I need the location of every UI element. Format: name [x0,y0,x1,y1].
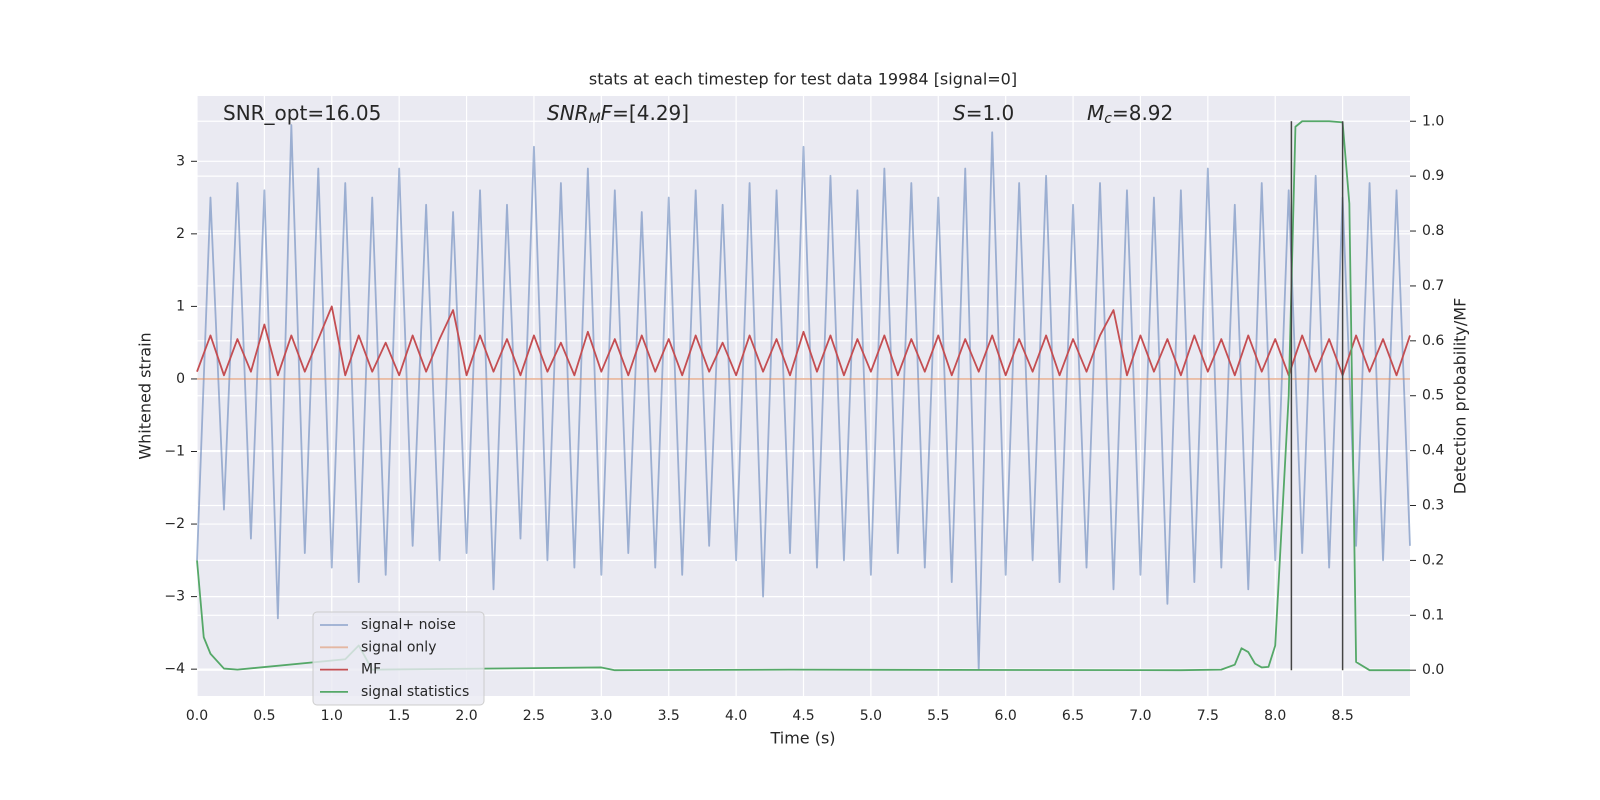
series-line [196,124,1411,671]
y2-tick-label: 0.1 [1422,607,1444,623]
legend-label: MF [361,662,381,678]
y-tick-label: −4 [164,661,185,677]
x-axis-label: Time (s) [769,729,835,748]
series-line [196,305,1411,377]
legend-label: signal+ noise [361,617,456,633]
x-tick-label: 3.5 [658,708,680,724]
y2-tick-label: 0.8 [1422,223,1444,239]
x-tick-label: 5.5 [927,708,949,724]
x-tick-label: 5.0 [860,708,882,724]
y2-axis-label: Detection probability/MF [1451,298,1470,495]
y2-tick-label: 0.6 [1422,333,1444,349]
y-tick-label: −3 [164,589,185,605]
y-tick-label: 2 [176,226,185,242]
y-tick-label: −2 [164,516,185,532]
x-tick-label: 3.0 [590,708,612,724]
x-tick-label: 0.5 [253,708,275,724]
annotation: SNRMF=[4.29] [547,101,689,128]
legend-box [312,611,485,706]
annotation-part: M [589,111,601,127]
y2-tick-label: 0.5 [1422,388,1444,404]
annotation-part: c [1104,111,1112,127]
annotation: Mc=8.92 [1087,101,1173,128]
y2-tick-label: 0.7 [1422,278,1444,294]
x-tick-label: 1.0 [321,708,343,724]
x-tick-label: 8.0 [1264,708,1286,724]
x-tick-label: 1.5 [388,708,410,724]
annotation-part: SNR [547,101,589,125]
annotation-part: S [953,101,966,125]
chart-title: stats at each timestep for test data 199… [589,70,1017,89]
x-tick-label: 8.5 [1331,708,1353,724]
y2-tick-label: 0.9 [1422,168,1444,184]
y-axis-label: Whitened strain [136,332,155,459]
annotation: SNR_opt=16.05 [223,101,381,125]
x-tick-label: 6.0 [995,708,1017,724]
x-tick-label: 7.5 [1197,708,1219,724]
y-tick-label: 1 [176,298,185,314]
legend-label: signal only [361,639,436,655]
x-tick-label: 4.5 [792,708,814,724]
y-tick-label: −1 [164,444,185,460]
x-tick-label: 0.0 [186,708,208,724]
y2-tick-label: 0.2 [1422,552,1444,568]
y2-tick-label: 0.3 [1422,498,1444,514]
annotation-part: =[4.29] [612,101,689,125]
x-tick-label: 2.0 [455,708,477,724]
annotation-part: F [601,101,613,125]
annotation-part: =8.92 [1112,101,1173,125]
y2-tick-label: 1.0 [1422,113,1444,129]
x-tick-label: 2.5 [523,708,545,724]
x-tick-label: 4.0 [725,708,747,724]
legend-label: signal statistics [361,684,469,700]
y-tick-label: 3 [176,153,185,169]
annotation: S=1.0 [953,101,1014,125]
annotation-part: SNR_opt=16.05 [223,101,381,125]
annotation-part: M [1087,101,1104,125]
y2-tick-label: 0.0 [1422,662,1444,678]
y2-tick-label: 0.4 [1422,443,1444,459]
x-tick-label: 6.5 [1062,708,1084,724]
x-tick-label: 7.0 [1129,708,1151,724]
legend: signal+ noise signal only MF signal statist… [312,611,485,706]
y-tick-label: 0 [176,371,185,387]
annotation-part: =1.0 [966,101,1015,125]
